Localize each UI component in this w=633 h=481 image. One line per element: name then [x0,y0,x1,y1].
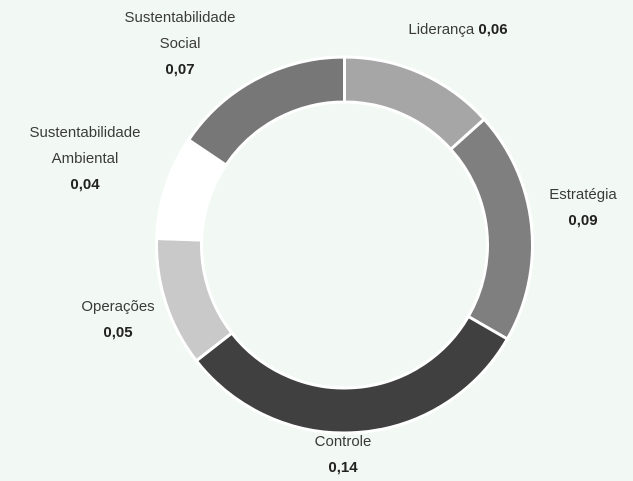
data-label: Controle 0,14 [268,429,418,481]
category-label: Operações [81,298,155,315]
category-label: Liderança [408,21,475,38]
donut-segment [343,55,487,152]
category-label: Estratégia [549,186,617,203]
value-label: 0,07 [165,61,195,78]
category-label: Controle [314,433,372,450]
data-label: Operações 0,05 [43,294,193,346]
value-label: 0,09 [568,212,598,229]
data-label: Estratégia 0,09 [508,182,633,234]
data-label: Sustentabilidade Social 0,07 [115,5,245,83]
value-label: 0,05 [103,324,133,341]
value-label: 0,14 [328,459,358,476]
donut-segment [186,55,346,168]
category-label: Sustentabilidade Social [124,9,236,52]
data-label: Sustentabilidade Ambiental 0,04 [20,120,150,198]
donut-segment [194,314,510,435]
value-label: 0,04 [70,176,100,193]
data-label: Liderança 0,06 [383,17,533,43]
value-label: 0,06 [478,21,508,38]
category-label: Sustentabilidade Ambiental [29,124,141,167]
